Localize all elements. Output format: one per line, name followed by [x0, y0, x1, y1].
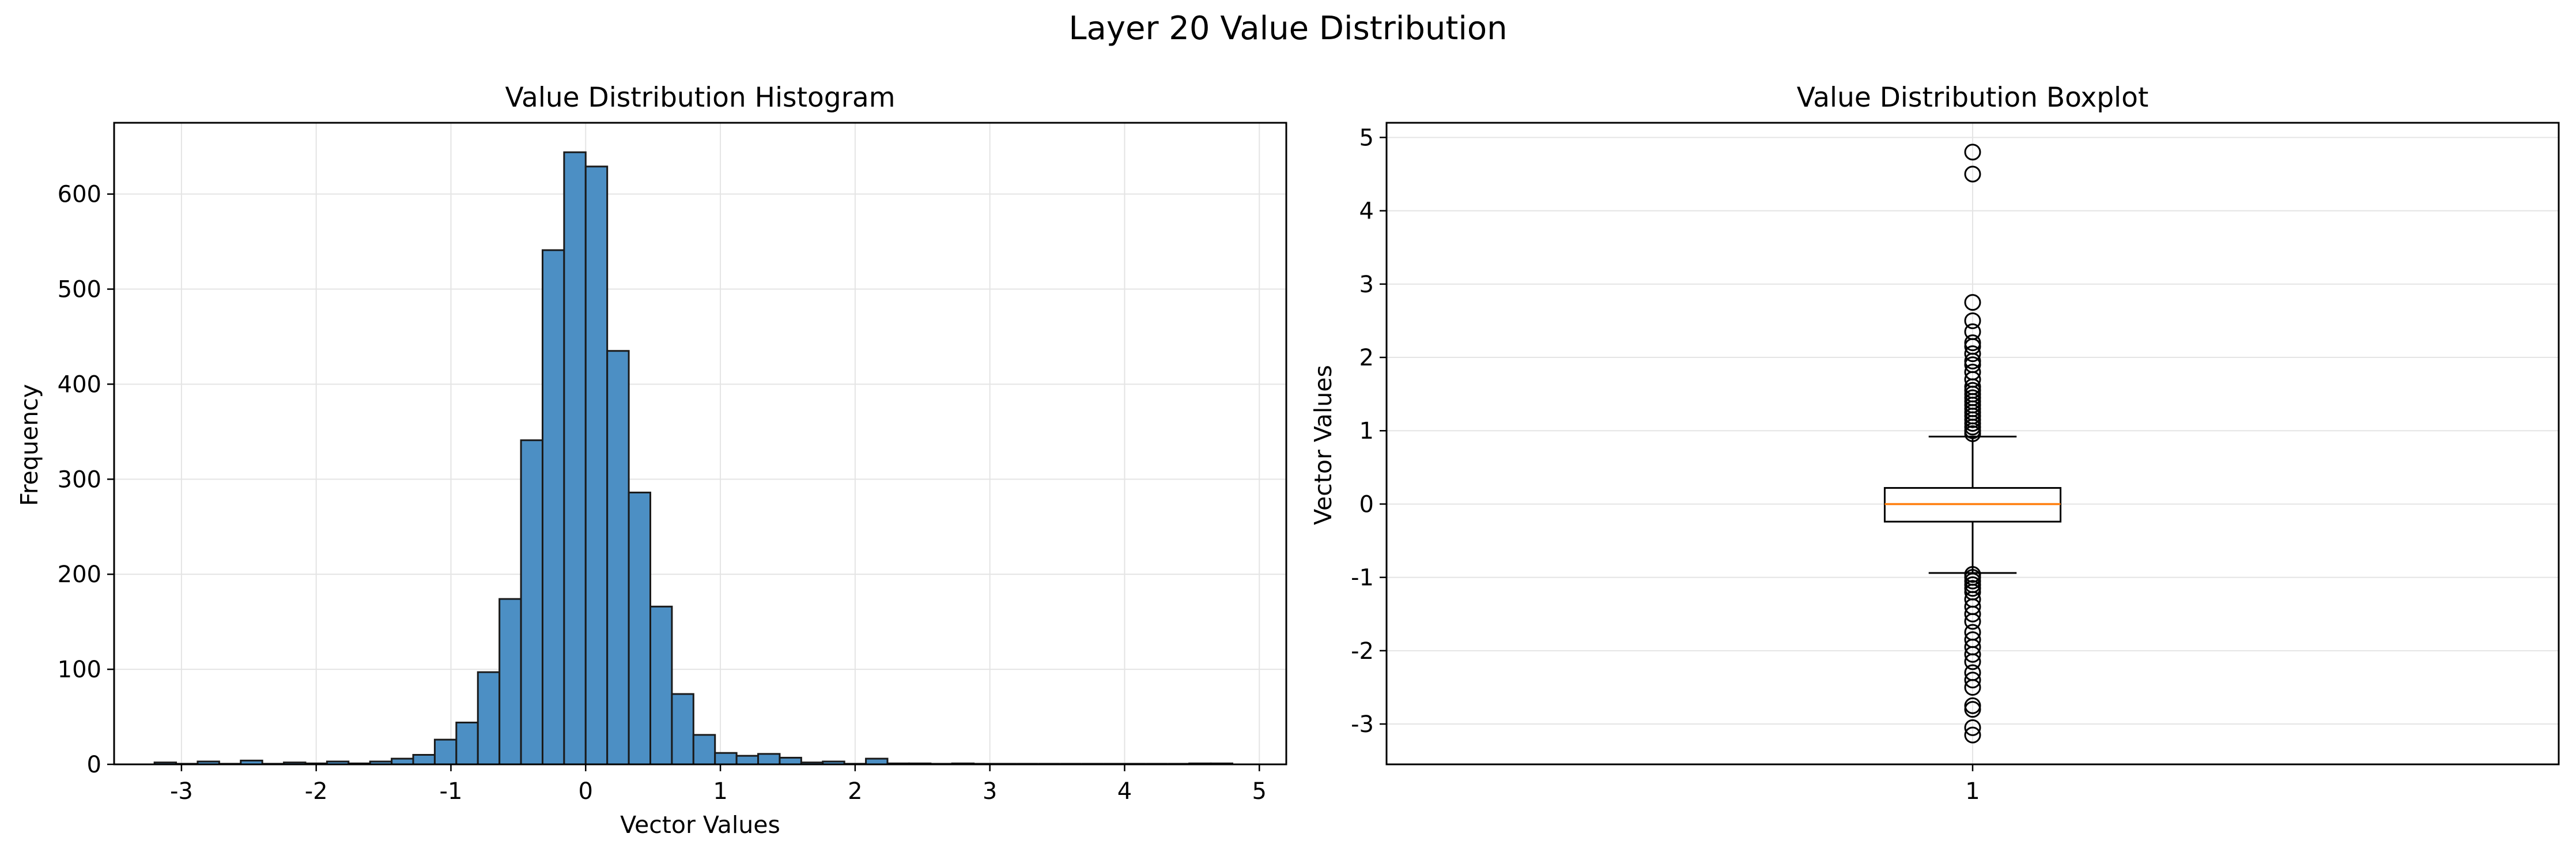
boxplot-outlier: [1964, 294, 1981, 311]
histogram-bar: [714, 752, 738, 766]
histogram-bar: [412, 754, 436, 766]
histogram-y-tick-label: 200: [58, 561, 101, 588]
boxplot-outlier: [1964, 425, 1981, 442]
histogram-bar: [498, 598, 522, 766]
boxplot-y-axis-label: Vector Values: [1309, 365, 1337, 525]
histogram-y-ticks: 0 100 200 300 400 500 600: [58, 182, 114, 778]
boxplot-y-tick-label: -2: [1351, 638, 1374, 665]
boxplot-y-tick-label: -3: [1351, 711, 1374, 738]
boxplot-title: Value Distribution Boxplot: [1797, 82, 2149, 114]
histogram-y-tick-label: 100: [58, 657, 101, 683]
histogram-x-tick-label: 4: [1117, 778, 1132, 805]
histogram-x-tick-label: 2: [848, 778, 862, 805]
histogram-panel: Value Distribution Histogram -3 -2 -1 0 1 2 3 4…: [16, 82, 1287, 839]
boxplot-y-tick-label: -1: [1351, 565, 1374, 591]
boxplot-x-ticks: 1: [1965, 764, 1980, 805]
histogram-y-tick-label: 300: [58, 466, 101, 493]
histogram-bar: [628, 491, 651, 766]
boxplot-outlier: [1964, 701, 1981, 718]
histogram-y-axis-label: Frequency: [16, 384, 43, 506]
boxplot-outlier: [1964, 719, 1981, 736]
boxplot-outlier: [1964, 605, 1981, 623]
histogram-x-ticks: -3 -2 -1 0 1 2 3 4 5: [170, 764, 1267, 805]
histogram-x-tick-label: -3: [170, 778, 193, 805]
histogram-x-tick-label: -2: [305, 778, 328, 805]
histogram-y-tick-label: 0: [87, 752, 101, 778]
figure-suptitle: Layer 20 Value Distribution: [1068, 10, 1507, 47]
boxplot-y-tick-label: 3: [1359, 271, 1374, 298]
histogram-bar: [757, 753, 781, 766]
histogram-bar: [520, 439, 543, 766]
boxplot-outlier: [1964, 613, 1981, 630]
histogram-y-tick-label: 400: [58, 371, 101, 398]
histogram-y-tick-label: 600: [58, 182, 101, 208]
histogram-bar: [735, 755, 760, 766]
boxplot-y-ticks: -3 -2 -1 0 1 2 3 4 5: [1351, 125, 1387, 738]
histogram-bar: [692, 734, 716, 766]
boxplot-outlier: [1964, 646, 1981, 663]
boxplot-x-tick-label: 1: [1965, 778, 1980, 805]
histogram-bar: [455, 721, 479, 766]
boxplot-y-tick-label: 2: [1359, 345, 1374, 371]
histogram-bar: [671, 693, 694, 766]
histogram-x-axis-label: Vector Values: [620, 811, 780, 839]
histogram-x-tick-label: 0: [579, 778, 593, 805]
histogram-bar: [541, 249, 565, 766]
histogram-bar: [606, 350, 630, 766]
boxplot-outlier: [1964, 678, 1981, 696]
histogram-bar: [433, 738, 458, 766]
histogram-bar: [779, 756, 802, 766]
histogram-bar: [563, 151, 587, 766]
histogram-x-tick-label: 1: [713, 778, 727, 805]
histogram-x-tick-label: 5: [1252, 778, 1267, 805]
histogram-axes-frame: [113, 122, 1287, 766]
histogram-x-tick-label: -1: [440, 778, 463, 805]
boxplot-outlier: [1964, 144, 1981, 161]
boxplot-y-tick-label: 5: [1359, 125, 1374, 151]
boxplot-y-tick-label: 4: [1359, 198, 1374, 225]
histogram-y-tick-label: 500: [58, 277, 101, 303]
boxplot-outlier: [1964, 672, 1981, 689]
boxplot-outlier: [1964, 726, 1981, 744]
histogram-x-tick-label: 3: [983, 778, 997, 805]
histogram-bar: [649, 605, 673, 766]
boxplot-outlier: [1964, 165, 1981, 183]
boxplot-y-tick-label: 0: [1359, 491, 1374, 518]
histogram-bar: [477, 671, 501, 766]
histogram-bar: [584, 165, 609, 766]
histogram-title: Value Distribution Histogram: [505, 82, 896, 114]
boxplot-y-tick-label: 1: [1359, 418, 1374, 444]
boxplot-panel: Value Distribution Boxplot 1 -3 -2 -1 0 1 2 3 4…: [1309, 82, 2560, 805]
boxplot-outlier: [1964, 345, 1981, 363]
boxplot-outlier: [1964, 653, 1981, 670]
boxplot-outlier: [1964, 312, 1981, 329]
boxplot-body: [1883, 144, 2062, 744]
